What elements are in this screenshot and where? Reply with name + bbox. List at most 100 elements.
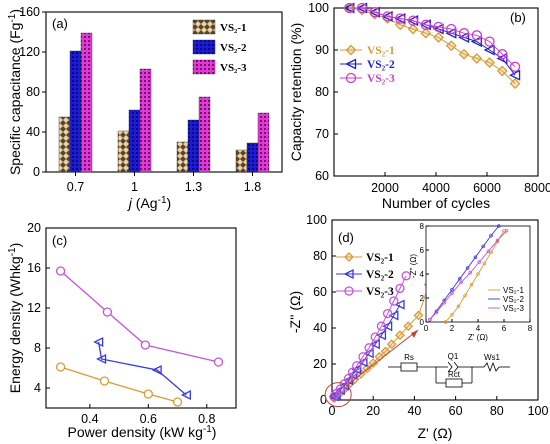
x-tick-label: 0.6	[140, 412, 157, 426]
inset-data-point	[477, 260, 482, 264]
y-tick-label: 8	[34, 341, 41, 355]
data-point	[55, 266, 66, 276]
x-tick-label: 0.8	[198, 412, 215, 426]
x-tick-label: 100	[528, 404, 549, 418]
y-tick-label: 20	[27, 221, 41, 235]
legend-label: VS₂-1	[366, 252, 394, 264]
inset-data-point	[443, 320, 448, 324]
y-tick-label: 120	[19, 45, 40, 59]
inset-data-point	[463, 293, 467, 298]
y-tick-label: 0	[320, 393, 327, 407]
y-tick-label: 100	[306, 213, 327, 227]
legend-label: VS₂-1	[220, 22, 247, 34]
data-point	[93, 336, 104, 348]
x-tick-label: 1	[131, 180, 138, 194]
data-point	[180, 389, 191, 401]
data-point	[102, 307, 113, 317]
data-point	[382, 308, 393, 319]
warburg-ws1	[483, 361, 500, 373]
x-tick-label: 0.7	[67, 180, 84, 194]
x-tick-label: 80	[490, 404, 504, 418]
data-point	[352, 361, 362, 371]
data-point	[407, 23, 419, 35]
data-point	[445, 40, 457, 52]
inset-data-point	[465, 266, 470, 270]
inset-x-tick-label: 4	[476, 324, 481, 333]
inset-data-point	[473, 255, 478, 259]
inset-ylabel: -Z'' (Ω)	[409, 254, 418, 278]
bar	[246, 142, 259, 173]
data-point	[445, 27, 457, 39]
panel-c-label: (c)	[52, 233, 67, 248]
data-point	[376, 321, 387, 331]
legend-label: VS₂-2	[366, 269, 394, 281]
panel-d-ylabel: -Z'' (Ω)	[287, 291, 303, 333]
x-tick-label: 20	[366, 404, 380, 418]
data-point	[140, 340, 151, 350]
inset-data-point	[442, 301, 446, 305]
inset-data-point	[450, 291, 454, 295]
x-tick-label: 1.8	[244, 180, 261, 194]
inset-data-point	[428, 317, 432, 322]
y-tick-label: 80	[313, 249, 327, 263]
legend-label: VS₂-3	[366, 286, 394, 298]
data-point	[509, 61, 521, 72]
inset-legend-label: VS₂-2	[503, 295, 524, 304]
inset-data-point	[497, 224, 501, 228]
inset-data-point	[481, 244, 485, 249]
y-tick-label: 80	[26, 85, 40, 99]
inset-legend-label: VS₂-1	[503, 286, 524, 295]
legend-label: VS₂-3	[220, 62, 247, 74]
inset-x-tick-label: 2	[450, 324, 455, 333]
data-point	[420, 27, 432, 39]
bar	[69, 50, 82, 173]
y-tick-label: 70	[315, 127, 329, 141]
legend-marker	[345, 72, 357, 84]
data-point	[401, 271, 411, 281]
bar	[198, 96, 211, 173]
legend-marker	[343, 268, 354, 280]
data-point	[389, 296, 399, 306]
x-tick-label: 40	[407, 404, 421, 418]
panel-b-ylabel: Capacity retention (%)	[288, 23, 304, 162]
inset-data-point	[476, 272, 480, 276]
panel-b-legend: VS₂-1 VS₂-2 VS₂-3	[340, 44, 395, 85]
y-tick-label: 100	[308, 1, 329, 15]
data-point	[213, 357, 224, 367]
data-point	[368, 358, 379, 369]
series-line	[60, 366, 178, 403]
x-tick-label: 0	[329, 404, 336, 418]
x-tick-label: 60	[449, 404, 463, 418]
inset-data-point	[456, 304, 461, 309]
circuit-label-q1: Q1	[448, 352, 459, 361]
inset-y-tick-label: 2	[420, 294, 425, 303]
inset-series-line	[429, 225, 500, 320]
inset-data-point	[486, 249, 491, 253]
legend-label: VS₂-2	[367, 59, 395, 71]
data-point	[388, 310, 399, 321]
panel-a-legend: VS₂-1 VS₂-2 VS₂-3	[192, 19, 247, 75]
panel-a-ticks: 0.7 1 1.3 1.8 0 40 80 120 160	[19, 5, 261, 194]
inset-x-tick-label: 8	[528, 324, 533, 333]
data-point	[471, 30, 482, 41]
x-tick-label: 8000	[524, 181, 550, 195]
panel-b-axes-frame	[333, 7, 539, 177]
legend-label: VS₂-3	[367, 73, 395, 85]
y-tick-label: 20	[313, 357, 327, 371]
inset-data-point	[458, 277, 462, 281]
x-tick-label: 6000	[473, 181, 501, 195]
data-point	[509, 78, 521, 90]
data-point	[433, 21, 444, 33]
circuit-label-ws1: Ws1	[484, 353, 501, 362]
y-tick-label: 40	[26, 125, 40, 139]
data-point	[395, 330, 405, 341]
data-point	[471, 52, 483, 64]
data-point	[407, 15, 419, 26]
panel-c-axes-frame	[45, 227, 237, 409]
zoom-arrowhead	[411, 330, 418, 338]
panel-a-label: (a)	[52, 16, 68, 31]
